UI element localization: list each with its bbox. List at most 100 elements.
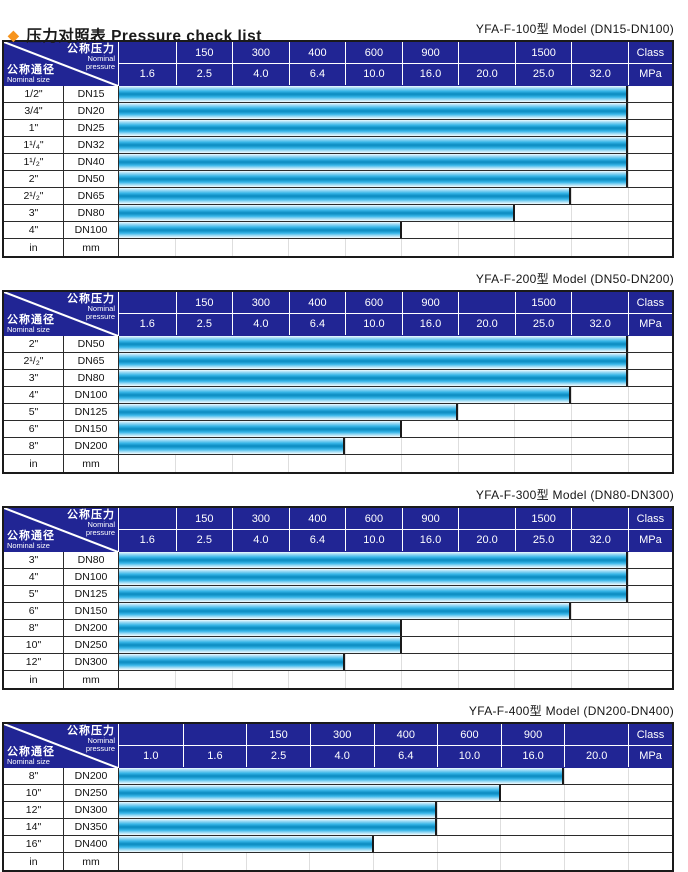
class-header-cell: 400	[288, 508, 346, 529]
column-gridline	[182, 853, 184, 870]
pressure-bar	[119, 353, 628, 369]
bar-area	[119, 654, 672, 670]
table-row: 12" DN300	[4, 654, 672, 671]
column-gridline	[344, 671, 346, 688]
column-gridline	[309, 853, 311, 870]
class-header-cell: 1500	[514, 292, 572, 313]
column-gridline	[627, 86, 629, 102]
pressure-bar	[119, 637, 402, 653]
mpa-header-cell: 10.0	[345, 64, 402, 85]
column-gridline	[175, 455, 177, 472]
mpa-header-cell: 32.0	[571, 530, 628, 551]
class-header-cell: 900	[401, 292, 459, 313]
bar-area	[119, 836, 672, 852]
pressure-label-en2: pressure	[85, 744, 115, 754]
pressure-label-en2: pressure	[85, 528, 115, 538]
mpa-header-cell: 6.4	[288, 64, 346, 85]
mpa-header-cell: 2.5	[246, 746, 310, 767]
column-gridline	[570, 205, 572, 221]
table-row: 2" DN50	[4, 336, 672, 353]
table-row: 2¹/₂" DN65	[4, 353, 672, 370]
dn-cell: DN250	[64, 785, 119, 801]
size-cell: in	[4, 853, 64, 870]
column-gridline	[627, 404, 629, 420]
column-gridline	[627, 188, 629, 204]
corner-cell: 公称压力 Nominal pressure 公称通径 Nominal size	[4, 724, 119, 768]
model-title: YFA-F-100型 Model (DN15-DN100)	[475, 22, 674, 36]
dn-cell: DN80	[64, 552, 119, 568]
mpa-header-cell: 25.0	[514, 530, 572, 551]
column-gridline	[514, 637, 516, 653]
corner-size-label: 公称通径 Nominal size	[7, 529, 55, 550]
table-body: 1/2" DN15 3/4" DN20 1" DN25 1¹/₄" DN32 1¹/₂" DN40…	[4, 86, 672, 256]
size-cell: 10"	[4, 785, 64, 801]
class-header-cell	[182, 724, 247, 745]
column-gridline	[627, 785, 629, 801]
column-gridline	[627, 154, 629, 170]
column-gridline	[627, 552, 629, 568]
column-gridline	[401, 620, 403, 636]
mpa-header-cell: 1.6	[139, 318, 155, 331]
pressure-bar	[119, 171, 628, 187]
class-header-cell: 150	[175, 508, 233, 529]
column-gridline	[627, 387, 629, 403]
column-gridline	[514, 620, 516, 636]
size-cell: 4"	[4, 222, 64, 238]
size-label-en: Nominal size	[7, 756, 50, 766]
column-gridline	[627, 239, 629, 256]
class-header-cell: Class	[628, 724, 672, 745]
column-gridline	[344, 438, 346, 454]
table-row: 2" DN50	[4, 171, 672, 188]
size-cell: 2"	[4, 171, 64, 187]
column-gridline	[514, 239, 516, 256]
table-row: 14" DN350	[4, 819, 672, 836]
table-header: 公称压力 Nominal pressure 公称通径 Nominal size 150 30…	[4, 292, 672, 336]
size-label-en: Nominal size	[7, 324, 50, 334]
mpa-header-cell: 20.0	[458, 64, 515, 85]
mpa-header-cell: 10.0	[345, 314, 402, 335]
column-gridline	[288, 239, 290, 256]
bar-area	[119, 86, 672, 102]
corner-size-label: 公称通径 Nominal size	[7, 746, 55, 766]
dn-cell: DN100	[64, 569, 119, 585]
dn-cell: DN150	[64, 421, 119, 437]
column-gridline	[373, 853, 374, 870]
size-label-zh: 公称通径	[7, 529, 55, 542]
column-gridline	[344, 654, 346, 670]
table-header: 公称压力 Nominal pressure 公称通径 Nominal size 150 30…	[4, 42, 672, 86]
size-cell: 5"	[4, 404, 64, 420]
size-cell: 1¹/₂"	[4, 154, 64, 170]
mpa-header-cell: 1.6	[139, 68, 155, 81]
bar-area	[119, 569, 672, 585]
header-columns: 150 300 400 600 900 1500 Class 1.6 2.5 4.0 6.4 10.0…	[119, 292, 672, 336]
size-cell: 2"	[4, 336, 64, 352]
column-gridline	[500, 819, 502, 835]
column-gridline	[570, 603, 572, 619]
dn-cell: DN15	[64, 86, 119, 102]
pressure-bar	[119, 819, 438, 835]
mpa-header-cell: 32.0	[571, 314, 628, 335]
class-header-cell	[119, 724, 183, 745]
column-gridline	[457, 637, 459, 653]
pressure-bar	[119, 370, 628, 386]
class-header-cell	[119, 292, 176, 313]
size-label-en: Nominal size	[7, 74, 50, 84]
class-header-cell: 1500	[514, 508, 572, 529]
class-header-cell: 600	[345, 508, 402, 529]
corner-cell: 公称压力 Nominal pressure 公称通径 Nominal size	[4, 508, 119, 552]
mpa-header-cell: 4.0	[232, 64, 289, 85]
column-gridline	[514, 404, 516, 420]
class-header-cell	[564, 724, 628, 745]
bar-area	[119, 222, 672, 238]
dn-cell: mm	[64, 853, 119, 870]
size-cell: 10"	[4, 637, 64, 653]
mpa-header-cell: 6.4	[288, 530, 346, 551]
mpa-header-row: 1.6 2.5 4.0 6.4 10.0 16.0 20.0 25.0 32.0 MPa	[119, 530, 672, 551]
size-label-zh: 公称通径	[7, 313, 55, 326]
pressure-bar	[119, 103, 628, 119]
pressure-label-en2: pressure	[85, 62, 115, 72]
column-gridline	[627, 819, 629, 835]
pressure-bar	[119, 205, 515, 221]
pressure-label-en2: pressure	[85, 312, 115, 322]
diamond-icon: ◆	[8, 27, 20, 43]
